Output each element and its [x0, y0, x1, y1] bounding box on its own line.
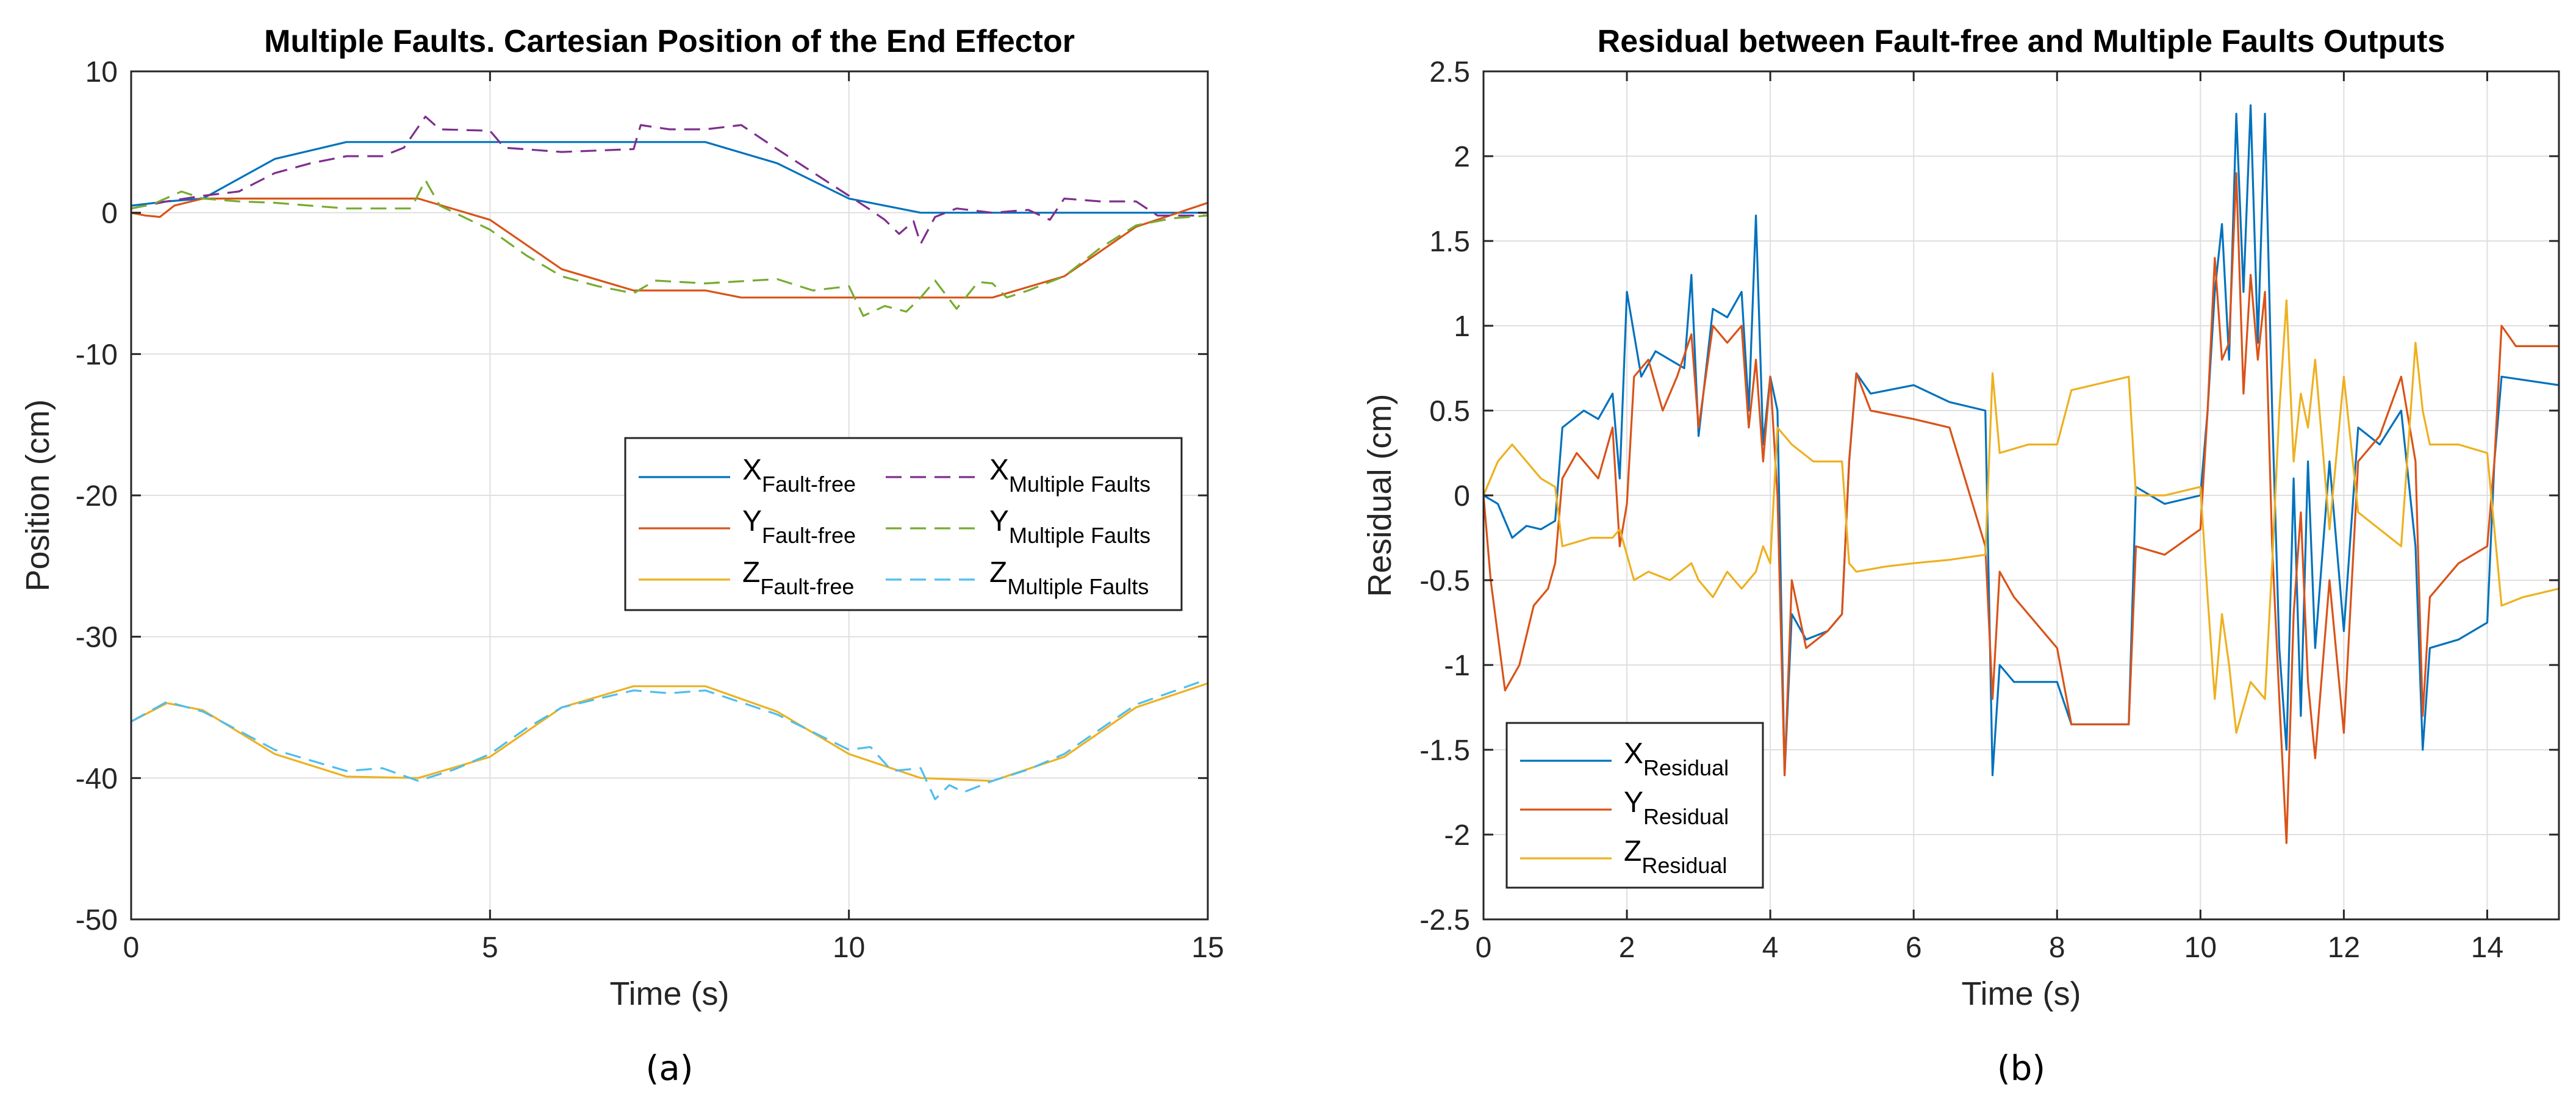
series-line-y-fault-free [131, 197, 1208, 299]
y-tick-label: 0 [1454, 480, 1470, 512]
legend-label: YResidual [1624, 786, 1729, 829]
series-line-x-fault-free [131, 141, 1208, 214]
series-group [1484, 104, 2559, 844]
x-axis-label: Time (s) [610, 976, 730, 1012]
legend: XFault-free YFault-free ZFault-free XMultip… [624, 437, 1183, 611]
y-tick-label: 2 [1454, 141, 1470, 173]
x-tick-label: 2 [1619, 932, 1635, 964]
series-line-y-residual [1484, 172, 2559, 844]
y-tick-label: -20 [76, 480, 118, 512]
y-tick-label: -40 [76, 763, 118, 795]
legend-label: XFault-free [742, 454, 856, 497]
x-tick-label: 14 [2471, 932, 2503, 964]
x-tick-label: 10 [2184, 932, 2217, 964]
y-tick-label: -30 [76, 622, 118, 654]
y-axis-label: Residual (cm) [1362, 393, 1398, 597]
series-group [131, 115, 1208, 800]
y-tick-label: -2.5 [1419, 904, 1470, 936]
legend-label: YFault-free [742, 505, 856, 548]
y-tick-label: -2 [1444, 819, 1470, 852]
y-tick-label: 10 [85, 56, 118, 88]
series-line-y-multiple-faults [131, 179, 1208, 317]
legend: XResidual YResidual ZResidual [1505, 722, 1764, 889]
series-line-x-residual [1484, 104, 2559, 777]
legend-label: ZMultiple Faults [989, 556, 1149, 599]
y-tick-label: -50 [76, 904, 118, 936]
figure-caption: (b) [1997, 1049, 2045, 1088]
legend-box [1505, 722, 1764, 889]
series-line-z-multiple-faults [131, 678, 1208, 800]
y-tick-label: 0 [101, 198, 118, 230]
y-axis-label: Position (cm) [20, 399, 56, 591]
x-tick-label: 0 [123, 932, 140, 964]
x-tick-label: 4 [1762, 932, 1779, 964]
x-tick-label: 5 [482, 932, 498, 964]
chart-b: 0 2 4 6 8 10 12 14 2.5 2 1.5 1 0.5 0 -0.5 -1 -1.5 -2 -2.5 R… [1362, 24, 2560, 1088]
legend-label: ZFault-free [742, 556, 854, 599]
legend-label: ZResidual [1624, 835, 1727, 878]
series-line-z-residual [1484, 299, 2559, 734]
x-tick-label: 0 [1476, 932, 1492, 964]
y-tick-label: -0.5 [1419, 565, 1470, 597]
y-tick-label: -10 [76, 339, 118, 371]
chart-title: Multiple Faults. Cartesian Position of t… [264, 24, 1075, 59]
x-axis-label: Time (s) [1962, 976, 2081, 1012]
y-tick-label: 1.5 [1429, 226, 1470, 258]
legend-label: YMultiple Faults [989, 505, 1150, 548]
chart-title: Residual between Fault-free and Multiple… [1598, 24, 2445, 59]
legend-label: XMultiple Faults [989, 454, 1150, 497]
figure-caption: (a) [645, 1049, 693, 1088]
x-tick-label: 15 [1191, 932, 1224, 964]
y-tick-label: -1 [1444, 650, 1470, 682]
series-line-x-multiple-faults [131, 115, 1208, 245]
y-tick-label: 1 [1454, 311, 1470, 343]
x-tick-label: 8 [2049, 932, 2065, 964]
y-tick-label: 2.5 [1429, 56, 1470, 88]
x-tick-label: 10 [833, 932, 865, 964]
chart-a: 0 5 10 15 10 0 -10 -20 -30 -40 -50 Multiple Faults.… [20, 24, 1224, 1088]
y-tick-label: -1.5 [1419, 735, 1470, 767]
legend-label: XResidual [1624, 738, 1729, 780]
x-tick-label: 12 [2328, 932, 2360, 964]
y-tick-label: 0.5 [1429, 395, 1470, 428]
legend-box [624, 437, 1183, 611]
x-tick-label: 6 [1906, 932, 1922, 964]
